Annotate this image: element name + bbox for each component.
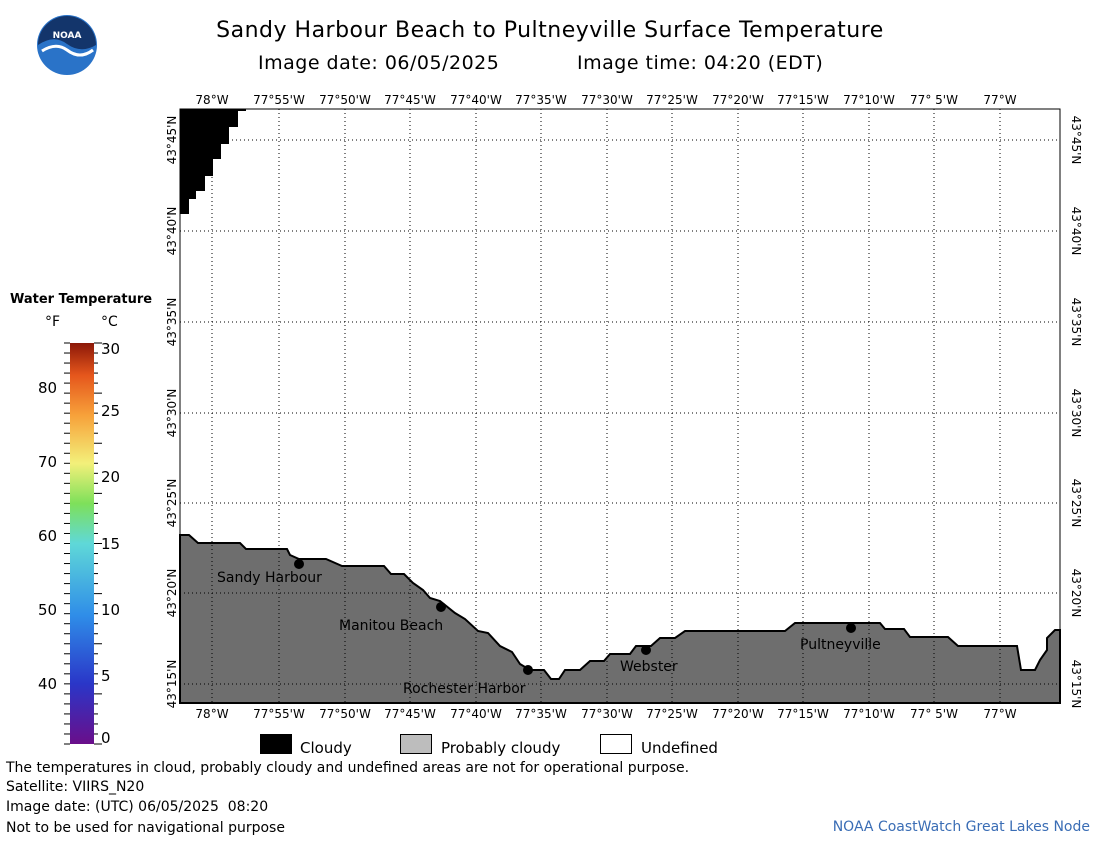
footer-satellite: Satellite: VIIRS_N20 bbox=[6, 779, 145, 795]
lat-label: 43°20'N bbox=[165, 569, 179, 618]
footer-navigation-note: Not to be used for navigational purpose bbox=[6, 820, 285, 836]
c-tick-label: 5 bbox=[101, 667, 111, 685]
place-marker bbox=[846, 623, 856, 633]
lon-label: 77° 5'W bbox=[910, 93, 958, 107]
logo-text: NOAA bbox=[53, 31, 82, 41]
c-tick-label: 20 bbox=[101, 468, 121, 486]
key-probably-cloudy-swatch bbox=[400, 734, 432, 754]
lat-label: 43°40'N bbox=[1069, 207, 1083, 256]
legend-title: Water Temperature bbox=[10, 292, 153, 307]
noaa-logo: NOAA bbox=[36, 14, 98, 76]
lon-label: 77°30'W bbox=[581, 707, 633, 721]
c-tick-label: 30 bbox=[101, 340, 121, 358]
c-tick-label: 25 bbox=[101, 402, 121, 420]
lat-label: 43°45'N bbox=[165, 116, 179, 165]
place-label: Webster bbox=[620, 659, 678, 675]
unit-f: °F bbox=[45, 314, 61, 330]
lon-label: 77°25'W bbox=[646, 93, 698, 107]
lon-label: 77°35'W bbox=[515, 707, 567, 721]
lat-label: 43°30'N bbox=[165, 389, 179, 438]
place-marker bbox=[523, 665, 533, 675]
color-scale-bar bbox=[70, 343, 94, 744]
lon-label: 77°50'W bbox=[319, 707, 371, 721]
lon-label: 77°10'W bbox=[843, 707, 895, 721]
lon-label: 77°40'W bbox=[450, 707, 502, 721]
lon-label: 77°W bbox=[983, 707, 1016, 721]
f-tick-label: 60 bbox=[38, 527, 58, 545]
page-title: Sandy Harbour Beach to Pultneyville Surf… bbox=[216, 18, 884, 43]
unit-c: °C bbox=[101, 314, 118, 330]
f-tick-label: 70 bbox=[38, 453, 58, 471]
lat-label: 43°20'N bbox=[1069, 569, 1083, 618]
image-time: Image time: 04:20 (EDT) bbox=[577, 52, 824, 74]
lon-label: 77° 5'W bbox=[910, 707, 958, 721]
lat-label: 43°15'N bbox=[1069, 660, 1083, 709]
lat-label: 43°35'N bbox=[1069, 298, 1083, 347]
lat-label: 43°25'N bbox=[1069, 479, 1083, 528]
lon-label: 77°45'W bbox=[384, 707, 436, 721]
key-probably-cloudy-label: Probably cloudy bbox=[441, 739, 561, 757]
key-cloudy-swatch bbox=[260, 734, 292, 754]
lon-label: 77°55'W bbox=[253, 93, 305, 107]
lon-label: 77°20'W bbox=[712, 707, 764, 721]
c-tick-label: 10 bbox=[101, 601, 121, 619]
land-region bbox=[179, 534, 1061, 704]
lon-label: 77°10'W bbox=[843, 93, 895, 107]
place-marker bbox=[436, 602, 446, 612]
f-tick-label: 40 bbox=[38, 675, 58, 693]
lon-label: 77°50'W bbox=[319, 93, 371, 107]
lat-label: 43°35'N bbox=[165, 298, 179, 347]
lon-label: 78°W bbox=[195, 93, 228, 107]
c-tick-label: 0 bbox=[101, 729, 111, 747]
cloud-region bbox=[180, 109, 246, 214]
lon-label: 77°15'W bbox=[777, 707, 829, 721]
footer-image-date: Image date: (UTC) 06/05/2025 08:20 bbox=[6, 799, 269, 815]
place-marker bbox=[294, 559, 304, 569]
footer-disclaimer: The temperatures in cloud, probably clou… bbox=[6, 760, 690, 776]
lon-label: 77°W bbox=[983, 93, 1016, 107]
lon-label: 78°W bbox=[195, 707, 228, 721]
lon-label: 77°30'W bbox=[581, 93, 633, 107]
place-label: Rochester Harbor bbox=[403, 681, 526, 697]
place-label: Manitou Beach bbox=[339, 618, 443, 634]
lat-label: 43°40'N bbox=[165, 207, 179, 256]
lon-label: 77°45'W bbox=[384, 93, 436, 107]
lon-label: 77°25'W bbox=[646, 707, 698, 721]
lon-label: 77°20'W bbox=[712, 93, 764, 107]
key-undefined-label: Undefined bbox=[641, 739, 718, 757]
place-marker bbox=[641, 645, 651, 655]
f-tick-label: 80 bbox=[38, 379, 58, 397]
footer-credit: NOAA CoastWatch Great Lakes Node bbox=[832, 819, 1090, 835]
lon-label: 77°55'W bbox=[253, 707, 305, 721]
lat-label: 43°45'N bbox=[1069, 116, 1083, 165]
place-label: Pultneyville bbox=[800, 637, 881, 653]
lon-label: 77°35'W bbox=[515, 93, 567, 107]
lat-label: 43°30'N bbox=[1069, 389, 1083, 438]
c-tick-label: 15 bbox=[101, 535, 121, 553]
key-undefined-swatch bbox=[600, 734, 632, 754]
lat-label: 43°15'N bbox=[165, 660, 179, 709]
image-date: Image date: 06/05/2025 bbox=[258, 52, 500, 74]
lon-label: 77°40'W bbox=[450, 93, 502, 107]
key-cloudy-label: Cloudy bbox=[300, 739, 352, 757]
f-tick-label: 50 bbox=[38, 601, 58, 619]
lon-label: 77°15'W bbox=[777, 93, 829, 107]
place-label: Sandy Harbour bbox=[217, 570, 322, 586]
lat-label: 43°25'N bbox=[165, 479, 179, 528]
